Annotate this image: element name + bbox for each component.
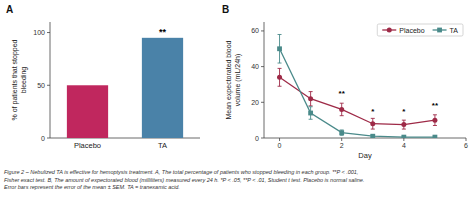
line-chart: B0204060Mean expectorated bloodvolume (m… <box>222 4 468 160</box>
y-tick-label: 60 <box>251 27 259 34</box>
series <box>277 34 437 138</box>
legend-label: TA <box>450 27 459 34</box>
y-tick-label: 50 <box>37 82 45 89</box>
x-axis-label: Day <box>358 151 372 160</box>
bar-chart: A 0 50 100 % of patients that stoppedbleedin… <box>6 4 200 150</box>
x-tick-label: Placebo <box>74 141 101 150</box>
y-axis-label: % of patients that stoppedbleeding <box>11 39 28 120</box>
y-tick <box>261 138 264 139</box>
y-tick <box>47 138 50 139</box>
figure: A 0 50 100 % of patients that stoppedbleedin… <box>0 0 474 200</box>
annotation: * <box>371 107 375 116</box>
point <box>433 135 438 138</box>
x-tick-label: 0 <box>278 142 282 149</box>
plot-marks <box>277 34 437 138</box>
annotation: ** <box>432 101 439 110</box>
y-tick <box>261 66 264 67</box>
panel-label: A <box>6 4 13 15</box>
error-bar <box>278 34 282 63</box>
point <box>339 107 344 112</box>
error-bar <box>433 115 437 126</box>
y-tick <box>47 32 50 33</box>
bar <box>142 38 183 138</box>
series <box>277 68 437 129</box>
x-tick-label: 4 <box>402 142 406 149</box>
bar <box>67 85 108 138</box>
y-axis-line <box>264 22 265 138</box>
y-tick-label: 0 <box>255 135 259 142</box>
error-bar <box>309 92 313 106</box>
error-bar <box>340 103 344 115</box>
point <box>401 135 406 138</box>
error-bar <box>402 120 406 129</box>
y-tick-label: 0 <box>41 135 45 142</box>
x-tick-label: TA <box>158 141 167 150</box>
x-tick-label: 2 <box>340 142 344 149</box>
point <box>339 130 344 135</box>
series-line <box>280 77 435 124</box>
error-bar <box>340 130 344 135</box>
legend: Placebo TA <box>377 24 463 36</box>
point <box>277 75 282 80</box>
legend-label: Placebo <box>399 27 424 34</box>
point <box>308 96 313 101</box>
x-tick <box>341 138 342 141</box>
series-line <box>280 49 435 137</box>
x-tick <box>466 138 467 141</box>
y-tick-label: 40 <box>251 63 259 70</box>
legend-marker <box>437 28 442 33</box>
annotation: * <box>402 107 406 116</box>
panel-label: B <box>222 4 229 15</box>
point <box>432 118 437 123</box>
y-tick <box>261 30 264 31</box>
caption: Figure 2 – Nebulized TA is effective for… <box>4 169 364 190</box>
legend-box <box>377 24 463 36</box>
y-tick-label: 20 <box>251 99 259 106</box>
x-tick <box>403 138 404 141</box>
x-tick <box>279 138 280 141</box>
error-bar <box>278 68 282 86</box>
legend-marker <box>387 28 392 33</box>
error-bar <box>371 118 375 129</box>
point <box>370 121 375 126</box>
point <box>401 122 406 127</box>
y-axis-line <box>50 22 51 138</box>
annotation: ** <box>159 27 167 37</box>
error-bar <box>371 135 375 138</box>
y-tick-label: 100 <box>33 29 45 36</box>
point <box>308 111 313 116</box>
bars <box>67 38 183 138</box>
x-tick-label: 6 <box>464 142 468 149</box>
y-axis-label: Mean expectorated bloodvolume (mL/24h) <box>225 40 242 119</box>
annotation: ** <box>339 89 346 98</box>
y-tick <box>261 102 264 103</box>
point <box>370 134 375 138</box>
point <box>277 46 282 51</box>
y-tick <box>47 85 50 86</box>
